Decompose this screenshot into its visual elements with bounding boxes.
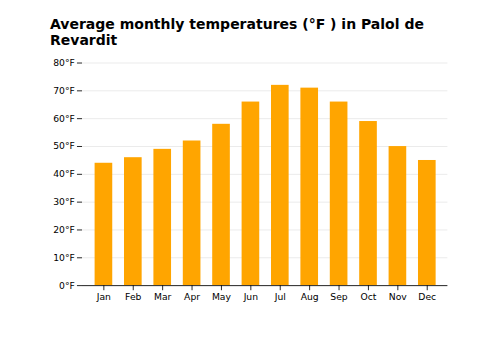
svg-text:Apr: Apr xyxy=(184,291,200,302)
svg-text:Aug: Aug xyxy=(301,291,319,302)
svg-text:Jul: Jul xyxy=(274,291,286,302)
svg-text:Oct: Oct xyxy=(360,291,376,302)
svg-text:30°F: 30°F xyxy=(53,196,75,207)
html-text:Average monthly temperatures (: Average monthly temperatures (°F ) in Pa… xyxy=(50,16,424,48)
svg-text:Dec: Dec xyxy=(418,291,436,302)
svg-text:80°F: 80°F xyxy=(53,57,75,68)
svg-text:40°F: 40°F xyxy=(53,168,75,179)
svg-text:May: May xyxy=(212,291,232,302)
svg-text:Jun: Jun xyxy=(243,291,259,302)
svg-text:60°F: 60°F xyxy=(53,113,75,124)
svg-text:Sep: Sep xyxy=(330,291,348,302)
svg-text:Nov: Nov xyxy=(389,291,408,302)
svg-text:50°F: 50°F xyxy=(53,140,75,151)
svg-text:Feb: Feb xyxy=(125,291,141,302)
svg-text:Jan: Jan xyxy=(96,291,111,302)
svg-text:0°F: 0°F xyxy=(59,280,75,291)
svg-text:20°F: 20°F xyxy=(53,224,75,235)
svg-text:10°F: 10°F xyxy=(53,252,75,263)
svg-text:Mar: Mar xyxy=(154,291,172,302)
svg-text:70°F: 70°F xyxy=(53,85,75,96)
